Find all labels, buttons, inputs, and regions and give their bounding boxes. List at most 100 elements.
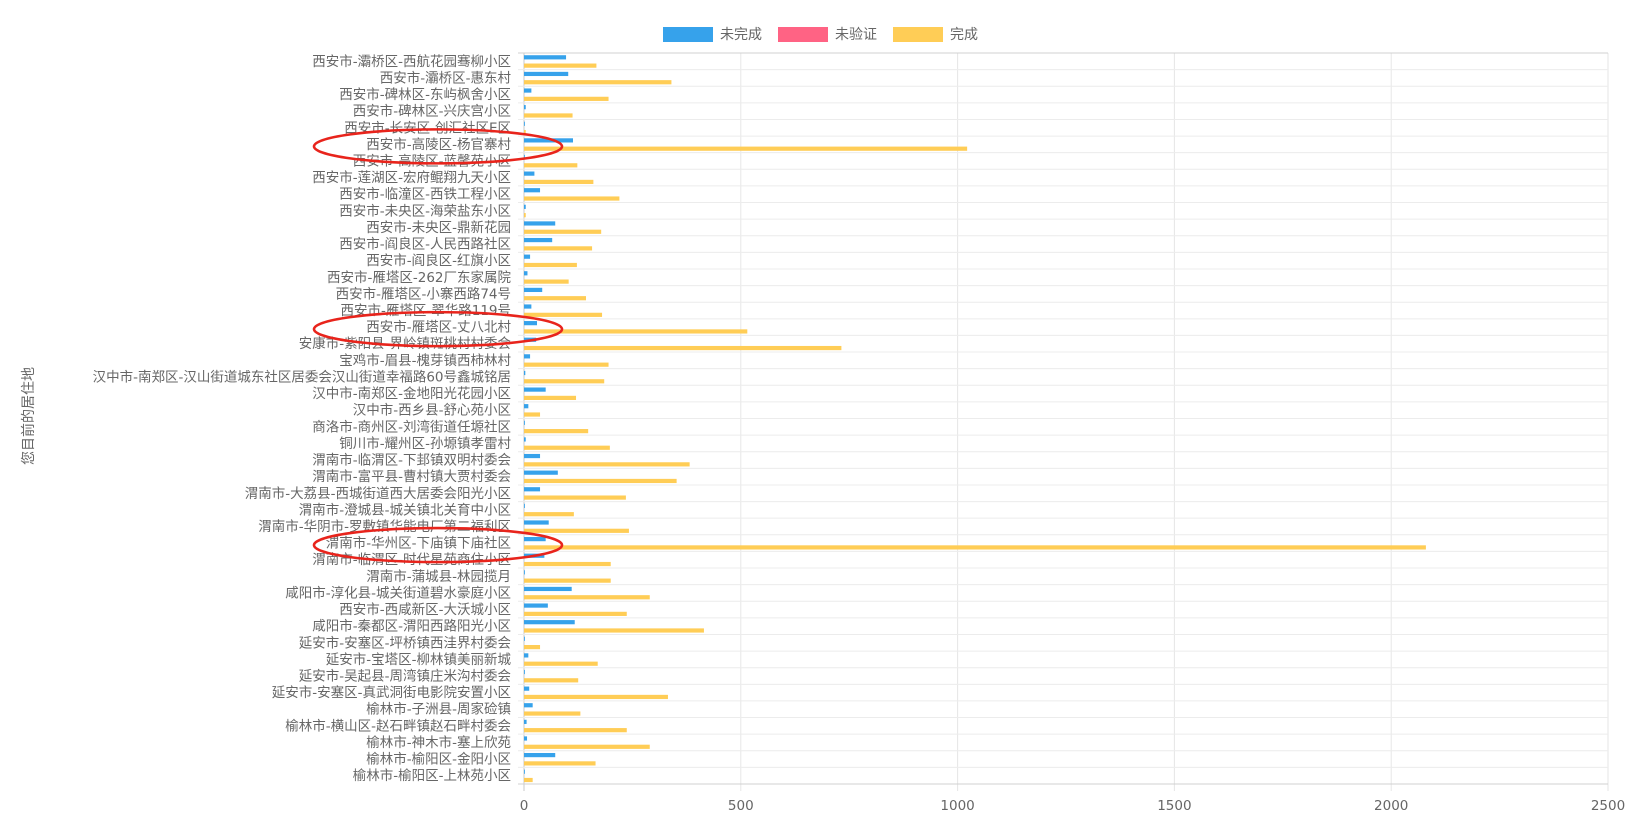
y-tick-label: 西安市-高陵区-杨官寨村 [366,136,511,153]
y-tick-label: 西安市-灞桥区-西航花园骞柳小区 [312,53,511,70]
x-tick-label: 2500 [1591,798,1625,814]
bar [524,354,531,359]
y-tick-label: 安康市-紫阳县-界岭镇斑桃村村委会 [299,335,511,352]
bar [524,437,526,442]
bar [524,146,968,151]
y-tick-label: 榆林市-榆阳区-上林苑小区 [353,767,511,784]
bar [524,171,535,176]
y-tick-label: 西安市-碑林区-兴庆宫小区 [353,103,511,120]
y-tick-label: 汉中市-南郑区-汉山街道城东社区居委会汉山街道幸福路60号鑫城铭居 [93,368,511,385]
bar [524,395,577,400]
bar [524,545,1426,550]
bar [524,678,579,683]
y-tick-label: 西安市-莲湖区-宏府鲲翔九天小区 [312,169,511,186]
legend-label: 未验证 [835,27,877,43]
bar [524,611,627,616]
bar [524,777,533,783]
bar [524,296,587,301]
y-tick-label: 西安市-未央区-鼎新花园 [366,219,511,236]
y-tick-label: 延安市-吴起县-周湾镇庄米沟村委会 [299,668,511,685]
bar [524,561,611,567]
x-tick-label: 1500 [1157,798,1191,814]
y-tick-label: 汉中市-西乡县-舒心苑小区 [353,402,511,419]
y-tick-label: 榆林市-神木市-塞上欣苑 [366,734,511,751]
y-tick-label: 西安市-碑林区-东屿枫舍小区 [339,86,511,103]
bar [524,154,525,160]
legend-item[interactable]: 未完成 [663,27,762,43]
bar [524,71,569,77]
bar [524,279,569,284]
bar [524,462,690,467]
x-tick-label: 0 [520,798,529,814]
bar [524,653,529,658]
y-tick-label: 渭南市-临渭区-下邽镇双明村委会 [312,452,511,469]
bar [524,620,575,625]
bar [524,370,526,376]
y-tick-label: 西安市-雁塔区-262厂东家属院 [327,269,512,286]
bar [524,163,578,168]
legend[interactable]: 未完成 未验证 完成 [663,27,978,43]
legend-item[interactable]: 完成 [893,27,978,43]
bar [524,453,541,459]
bar [524,470,558,475]
y-tick-label: 延安市-安塞区-真武洞街电影院安置小区 [272,684,511,701]
bar [524,63,597,68]
y-tick-label: 宝鸡市-眉县-槐芽镇西柿林村 [339,352,511,369]
bar [524,96,609,101]
x-tick-labels: 0 500 1000 1500 2000 2500 [520,798,1625,814]
highlight-ellipse [312,128,564,165]
bar [524,769,525,774]
grid-lines [518,52,1609,791]
y-tick-label: 西安市-灞桥区-惠东村 [380,69,512,86]
legend-swatch [663,27,713,42]
bar [524,88,532,93]
bar [524,528,629,533]
y-tick-label: 西安市-阎良区-红旗小区 [366,252,511,269]
y-tick-label: 汉中市-南郑区-金地阳光花园小区 [312,385,511,402]
y-tick-label: 西安市-西咸新区-大沃城小区 [339,601,511,618]
bar [524,262,577,268]
bar [524,512,574,517]
y-tick-label: 咸阳市-秦都区-渭阳西路阳光小区 [312,618,511,635]
bar [524,237,553,243]
bar [524,304,532,309]
y-tick-label: 渭南市-临渭区-时代星苑商住小区 [312,551,511,568]
bar [524,312,603,317]
y-tick-label: 延安市-宝塔区-柳林镇美丽新城 [326,651,512,668]
y-tick-label: 榆林市-子洲县-周家硷镇 [366,701,511,718]
legend-item[interactable]: 未验证 [778,27,877,43]
bar-series [524,55,1426,783]
bar [524,404,529,409]
legend-swatch [778,27,828,42]
bar [524,728,627,733]
bar [524,246,593,251]
bar [524,736,528,741]
y-tick-label: 西安市-长安区-创汇社区E区 [344,119,511,136]
bar [524,487,541,492]
bar [524,387,546,392]
bar [524,603,548,608]
bar [524,412,541,417]
y-tick-label: 西安市-高陵区-蓝馨苑小区 [353,152,511,169]
y-tick-label: 渭南市-华州区-下庙镇下庙社区 [326,535,511,552]
y-tick-label: 延安市-安塞区-坪桥镇西洼界村委会 [299,634,511,651]
y-tick-label: 榆林市-榆阳区-金阳小区 [366,751,511,768]
y-tick-label: 咸阳市-淳化县-城关街道碧水豪庭小区 [285,584,511,601]
y-tick-label: 铜川市-耀州区-孙塬镇孝雷村 [339,435,511,452]
bar [524,105,526,110]
bar [524,345,842,351]
x-tick-label: 500 [728,798,754,814]
bar [524,694,668,700]
bar [524,669,525,675]
bar [524,537,546,542]
bar [524,761,596,766]
bar [524,719,527,724]
bar [524,379,605,384]
bar [524,254,531,259]
legend-label: 完成 [950,27,978,43]
bar [524,113,573,118]
y-tick-label: 渭南市-蒲城县-林园揽月 [366,568,511,585]
x-tick-label: 1000 [940,798,974,814]
bar [524,578,611,583]
bar [524,686,530,691]
